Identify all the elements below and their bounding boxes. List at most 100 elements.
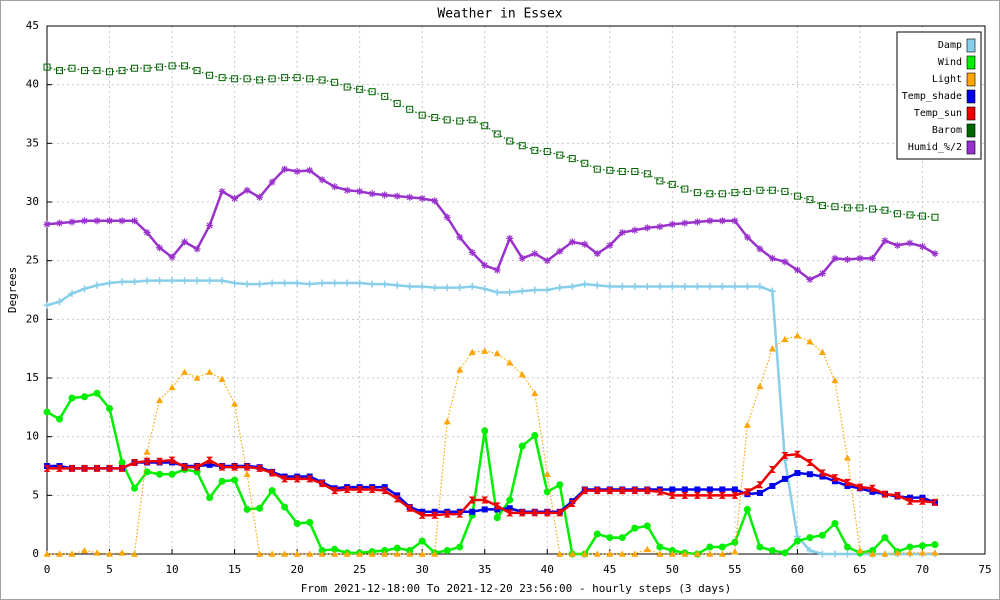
point	[131, 550, 139, 557]
point	[231, 463, 239, 471]
point	[381, 92, 389, 100]
point	[406, 550, 414, 557]
point	[556, 509, 564, 517]
point	[243, 280, 251, 288]
point	[868, 484, 876, 492]
legend-swatch	[966, 140, 976, 155]
point	[281, 550, 289, 557]
point	[693, 189, 701, 197]
point	[106, 550, 114, 557]
point	[93, 281, 101, 289]
point	[156, 63, 164, 71]
point	[481, 347, 489, 354]
point	[243, 75, 251, 83]
legend-swatch	[966, 89, 976, 104]
point	[356, 187, 364, 195]
x-tick-label: 15	[228, 563, 241, 576]
point	[193, 245, 201, 253]
point	[356, 279, 364, 287]
point	[381, 280, 389, 288]
point	[256, 504, 264, 512]
point	[131, 64, 139, 72]
y-tick-label: 5	[32, 488, 39, 501]
point	[168, 253, 176, 261]
point	[768, 186, 776, 194]
point	[206, 494, 214, 502]
point	[318, 176, 326, 184]
point	[881, 550, 889, 557]
point	[818, 550, 826, 558]
point	[493, 349, 501, 357]
point	[443, 213, 451, 221]
point	[543, 286, 551, 294]
point	[643, 224, 651, 232]
point	[181, 368, 189, 375]
point	[931, 498, 939, 506]
point	[856, 483, 864, 491]
point	[806, 275, 814, 283]
point	[856, 204, 864, 212]
point	[493, 288, 501, 296]
point	[481, 506, 488, 513]
point	[68, 550, 76, 557]
point	[131, 278, 139, 286]
point	[318, 546, 326, 554]
point	[181, 463, 189, 471]
point	[43, 408, 51, 416]
point	[893, 241, 901, 249]
point	[256, 464, 264, 472]
point	[481, 261, 489, 269]
x-tick-label: 70	[916, 563, 929, 576]
point	[643, 545, 651, 553]
point	[181, 238, 189, 246]
point	[331, 183, 339, 191]
point	[581, 550, 589, 557]
point	[156, 277, 164, 285]
point	[168, 383, 176, 391]
point	[481, 427, 489, 435]
point	[768, 254, 776, 262]
point	[806, 338, 814, 345]
point	[869, 488, 876, 495]
point	[418, 111, 426, 119]
point	[656, 543, 664, 551]
point	[543, 470, 551, 478]
point	[593, 281, 601, 289]
point	[806, 471, 813, 478]
point	[743, 421, 751, 428]
point	[918, 549, 926, 556]
point	[368, 88, 376, 96]
point	[106, 68, 114, 76]
point	[293, 74, 301, 82]
point	[681, 282, 689, 290]
point	[268, 469, 276, 477]
point	[443, 417, 451, 425]
point	[393, 544, 401, 552]
point	[43, 301, 51, 309]
point	[543, 257, 551, 265]
point	[831, 376, 839, 384]
point	[844, 482, 851, 489]
point	[706, 217, 714, 225]
point	[506, 288, 514, 296]
point	[256, 76, 264, 84]
point	[718, 550, 726, 557]
point	[768, 546, 776, 554]
point	[306, 75, 314, 83]
point	[681, 185, 689, 193]
x-tick-label: 65	[853, 563, 866, 576]
point	[881, 237, 889, 245]
point	[418, 537, 426, 545]
point	[168, 456, 176, 464]
point	[281, 165, 289, 173]
point	[656, 282, 664, 290]
point	[93, 464, 101, 472]
point	[431, 114, 439, 122]
point	[268, 487, 276, 495]
point	[906, 497, 914, 505]
point	[606, 241, 614, 249]
point	[168, 277, 176, 285]
point	[394, 492, 401, 499]
point	[631, 167, 639, 175]
point	[631, 524, 639, 532]
